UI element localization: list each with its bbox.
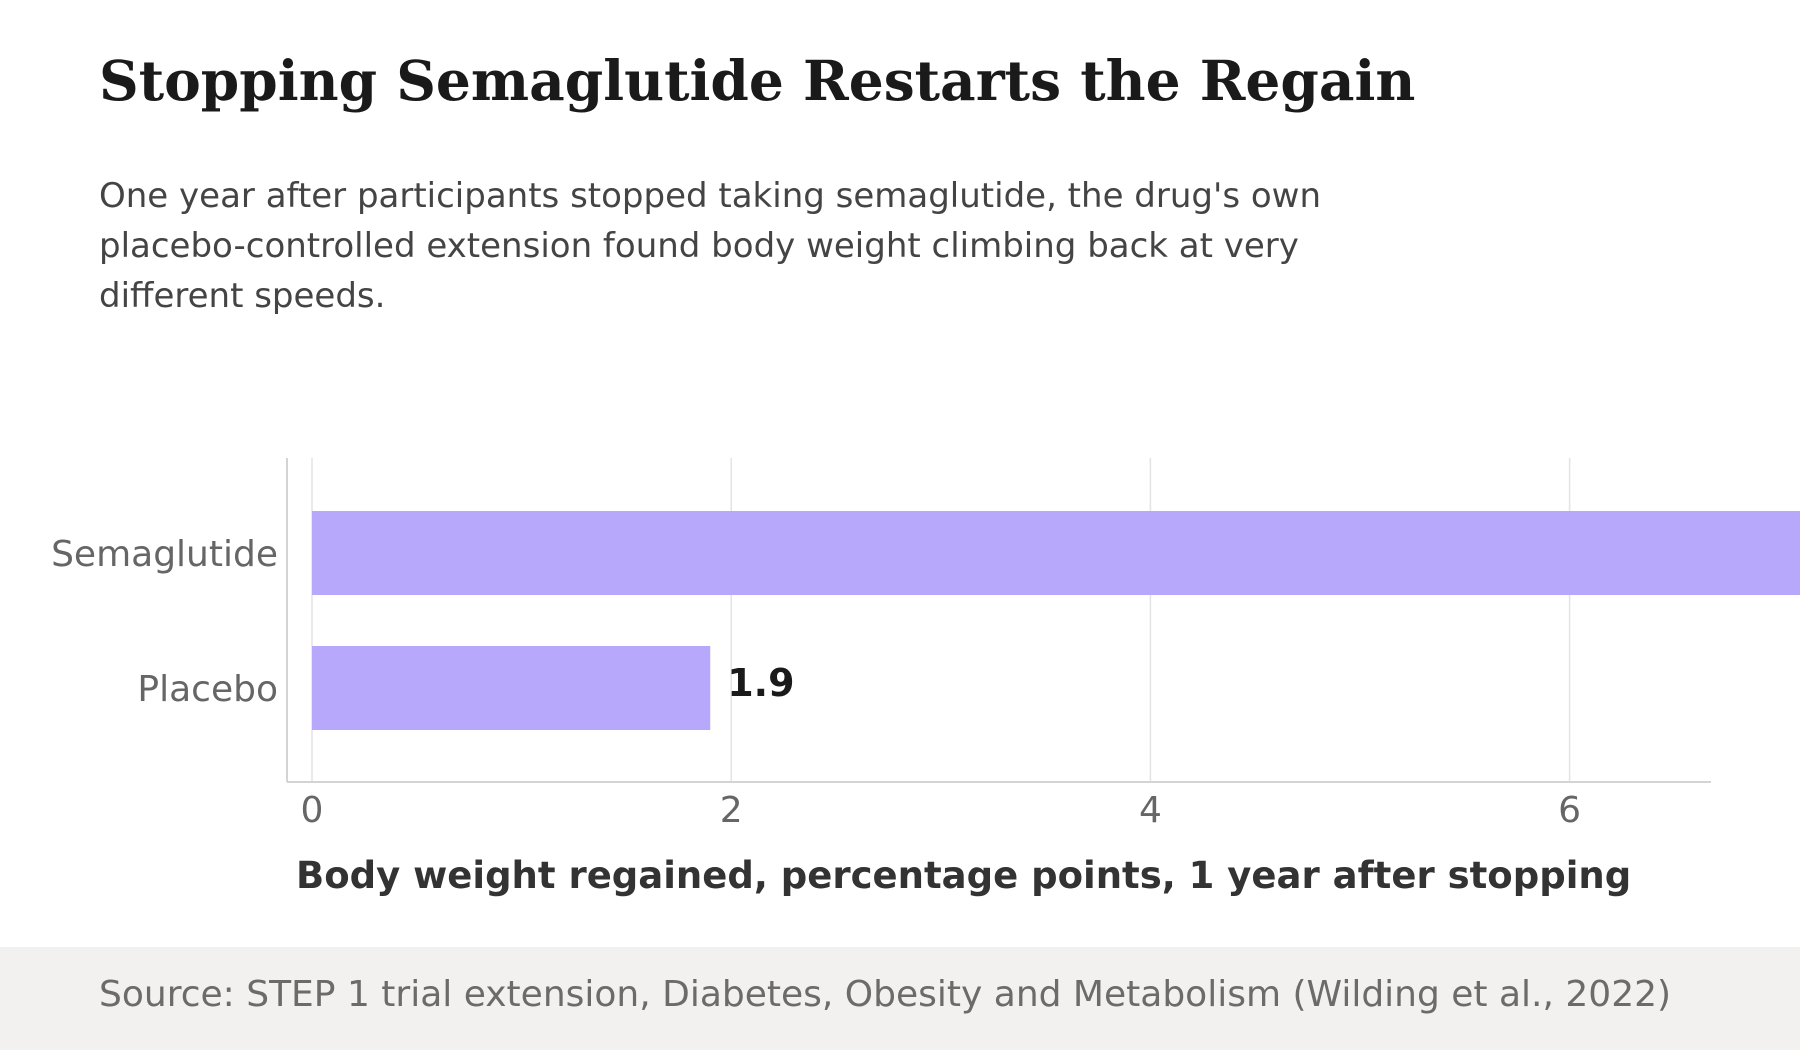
chart-subtitle: One year after participants stopped taki… bbox=[99, 176, 1322, 316]
bar bbox=[312, 646, 711, 730]
category-label: Placebo bbox=[137, 669, 278, 710]
source-footer: Source: STEP 1 trial extension, Diabetes… bbox=[0, 947, 1800, 1050]
source-note: Source: STEP 1 trial extension, Diabetes… bbox=[99, 974, 1672, 1015]
bar bbox=[312, 511, 1800, 595]
x-axis-title: Body weight regained, percentage points,… bbox=[296, 854, 1631, 897]
x-tick-label: 2 bbox=[720, 790, 743, 831]
x-tick-label: 4 bbox=[1139, 790, 1162, 831]
data-label: 1.9 bbox=[727, 661, 794, 705]
category-label: Semaglutide bbox=[51, 534, 278, 575]
chart-title: Stopping Semaglutide Restarts the Regain bbox=[99, 48, 1416, 113]
x-tick-label: 6 bbox=[1558, 790, 1581, 831]
x-tick-label: 0 bbox=[301, 790, 324, 831]
bar-chart: Semaglutide11.6Placebo1.9024681012Body w… bbox=[51, 458, 1800, 897]
